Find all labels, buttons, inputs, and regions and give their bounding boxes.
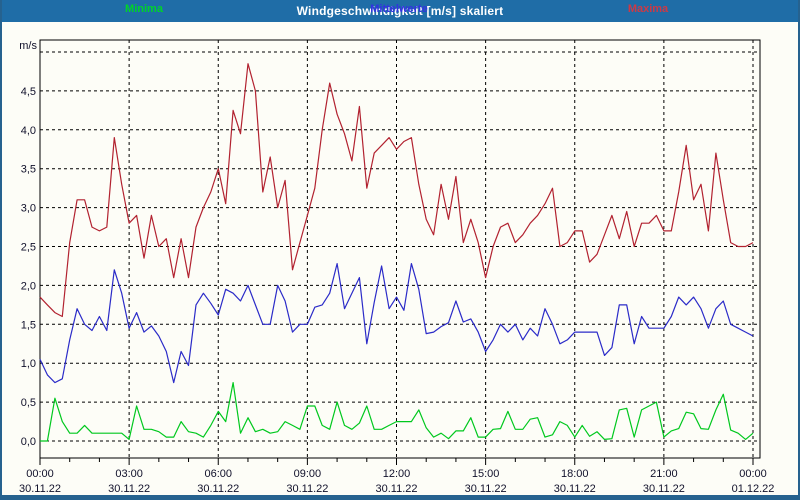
x-axis-date-label: 30.11.22	[19, 483, 61, 493]
x-axis-time-label: 03:00	[115, 468, 143, 480]
x-axis-date-label: 30.11.22	[197, 483, 239, 493]
y-axis-label: 3,5	[21, 164, 36, 176]
y-axis-label: 4,0	[21, 125, 36, 137]
y-axis-label: 0,0	[21, 436, 36, 448]
x-axis-date-label: 30.11.22	[643, 483, 685, 493]
x-axis-date-label: 30.11.22	[554, 483, 596, 493]
x-axis-time-label: 00:00	[26, 468, 54, 480]
x-axis-date-label: 30.11.22	[465, 483, 507, 493]
x-axis-time-label: 15:00	[472, 468, 500, 480]
y-axis-label: 2,5	[21, 242, 36, 254]
x-axis-date-label: 30.11.22	[375, 483, 417, 493]
maxima-line	[39, 63, 754, 318]
x-axis-time-label: 09:00	[294, 468, 322, 480]
x-axis-time-label: 00:00	[739, 468, 767, 480]
title-bar: Windgeschwindigkeit [m/s] skaliert	[2, 0, 798, 22]
minima-line	[40, 382, 754, 442]
y-axis-label: 1,5	[21, 319, 36, 331]
window-title: Windgeschwindigkeit [m/s] skaliert	[296, 4, 504, 18]
x-axis-time-label: 06:00	[204, 468, 232, 480]
x-axis-time-label: 21:00	[650, 468, 678, 480]
legend-minima: Minima	[125, 3, 163, 15]
plot-border	[39, 39, 761, 459]
y-axis-unit-label: m/s	[19, 40, 37, 52]
mittelwerte-line	[39, 263, 754, 384]
wind-speed-chart: 4,5 4,0 3,5 3,0 2,5 2,0 1,5 1,0 0,5 0,0 m/s 00:00 30…	[19, 39, 775, 495]
x-axis-time-label: 18:00	[561, 468, 589, 480]
y-axis-label: 3,0	[21, 203, 36, 215]
x-axis-date-label: 30.11.22	[286, 483, 328, 493]
y-axis-label: 0,5	[21, 397, 36, 409]
legend-maxima: Maxima	[627, 3, 669, 15]
y-axis-label: 4,5	[21, 86, 36, 98]
x-axis-time-label: 12:00	[383, 468, 411, 480]
y-axis-label: 1,0	[21, 358, 36, 370]
x-axis-date-label: 01.12.22	[732, 483, 775, 493]
y-axis-label: 2,0	[21, 280, 36, 292]
chart-area: 4,5 4,0 3,5 3,0 2,5 2,0 1,5 1,0 0,5 0,0 m/s 00:00 30…	[2, 22, 798, 495]
legend-mittelwerte: Mittelwerte	[370, 3, 428, 15]
x-axis-date-label: 30.11.22	[108, 483, 150, 493]
